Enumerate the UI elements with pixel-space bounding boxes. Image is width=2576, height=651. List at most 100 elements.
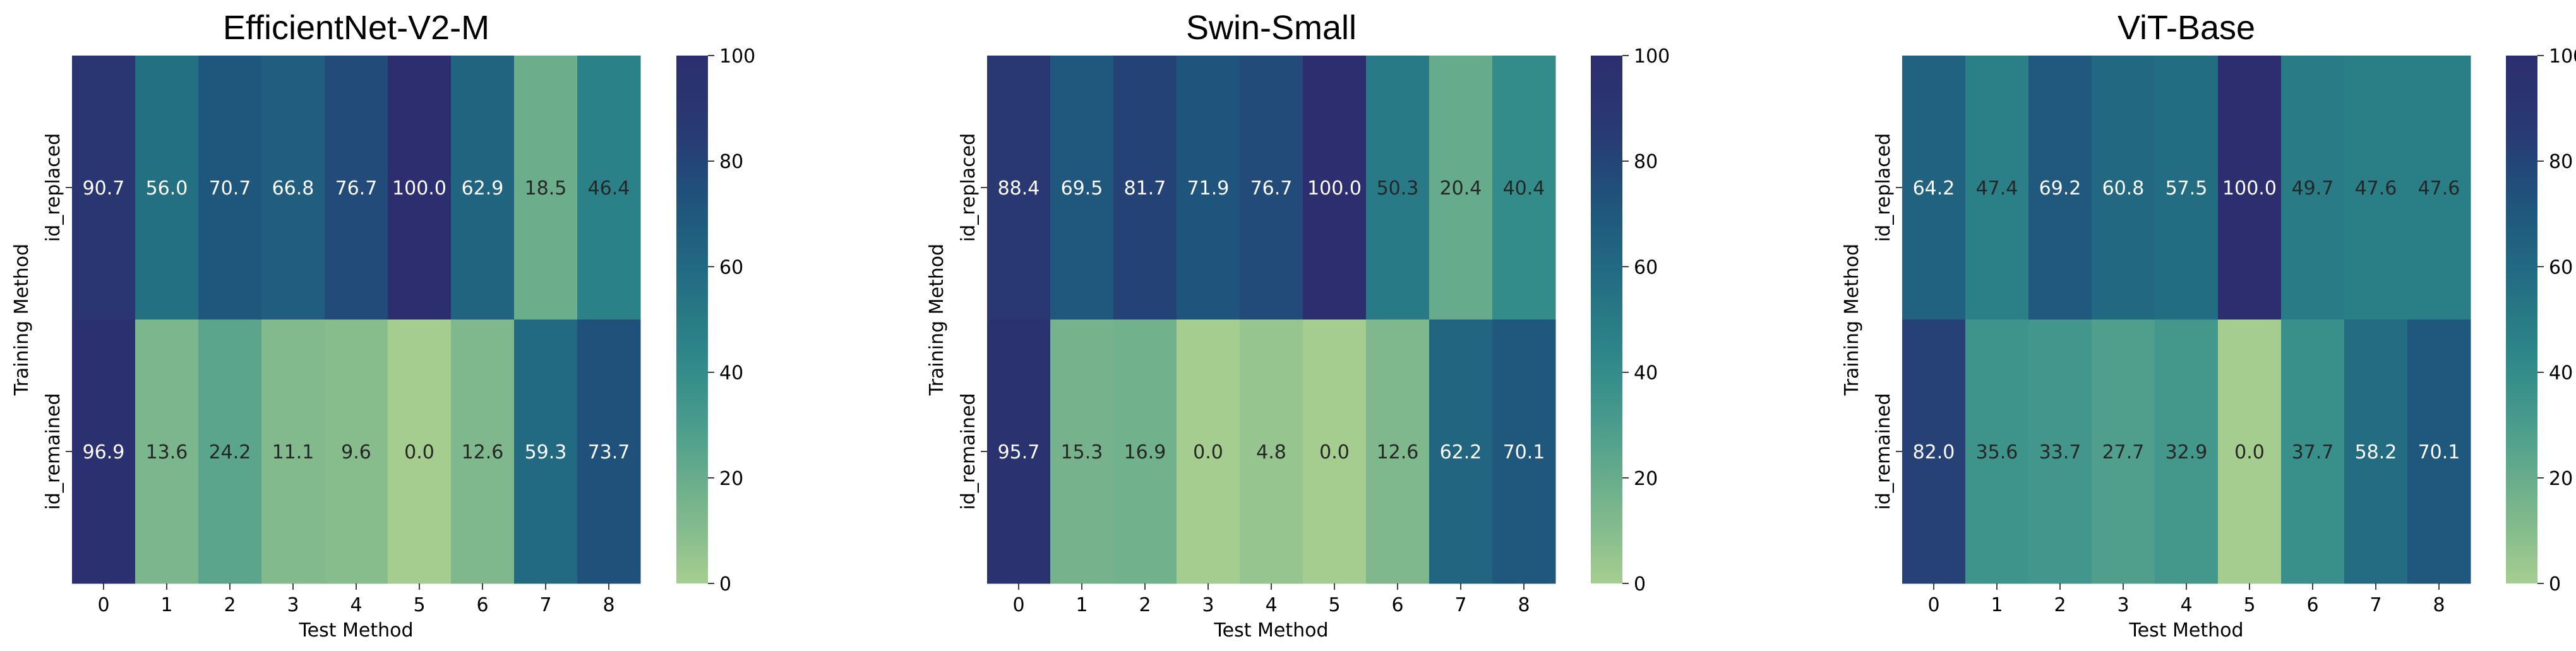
colorbar: 0 20 40 60 80 100: [1591, 45, 1670, 595]
cell-value-label: 70.1: [1503, 441, 1545, 463]
cell-value-label: 49.7: [2292, 177, 2334, 200]
cell-value-label: 64.2: [1913, 177, 1955, 200]
heatmap-cell: [135, 56, 199, 320]
heatmap-cell: [451, 56, 515, 320]
heatmap-cell: [261, 320, 325, 584]
cell-value-label: 20.4: [1440, 177, 1482, 200]
y-tick-labels: id_replaced id_remained: [957, 133, 987, 510]
cell-value-label: 58.2: [2355, 441, 2397, 463]
x-tick-label: 6: [476, 594, 488, 616]
cell-value-label: 35.6: [1976, 441, 2018, 463]
cell-value-label: 62.2: [1440, 441, 1482, 463]
heatmap-cell: [2344, 56, 2408, 320]
colorbar-gradient: [1591, 56, 1622, 583]
heatmap-cell: [2092, 320, 2155, 584]
heatmap-cell: [198, 320, 262, 584]
heatmap-cell: [72, 320, 136, 584]
x-tick-labels: 0 1 2 3 4 5 6 7 8: [1012, 583, 1530, 616]
x-tick-label: 7: [2369, 594, 2381, 616]
cell-value-label: 13.6: [146, 441, 188, 463]
cell-value-label: 59.3: [525, 441, 567, 463]
colorbar-tick-label: 40: [2549, 362, 2573, 385]
cell-value-label: 0.0: [2234, 441, 2265, 463]
colorbar-tick-label: 100: [719, 45, 755, 68]
colorbar-tick-label: 60: [2549, 256, 2573, 278]
cell-value-label: 40.4: [1503, 177, 1545, 200]
colorbar-tick-label: 40: [1634, 362, 1658, 385]
heatmap-cell: [325, 320, 388, 584]
x-tick-label: 3: [2117, 594, 2129, 616]
y-tick-label: id_replaced: [42, 133, 64, 242]
x-tick-label: 3: [287, 594, 299, 616]
cell-value-label: 9.6: [341, 441, 371, 463]
x-tick-label: 8: [2433, 594, 2445, 616]
heatmap-cells: 90.7 56.0 70.7 66.8 76.7 100.0 62.9 18.5 46.4 96.…: [72, 56, 641, 584]
heatmap-cell: [1366, 320, 1430, 584]
y-tick-labels: id_replaced id_remained: [1872, 133, 1902, 510]
heatmap-cell: [1429, 320, 1493, 584]
cell-value-label: 70.7: [209, 177, 251, 200]
heatmap-cell: [2407, 56, 2471, 320]
colorbar-tick-label: 80: [2549, 151, 2573, 173]
x-tick-label: 8: [602, 594, 614, 616]
cell-value-label: 47.6: [2355, 177, 2397, 200]
x-tick-label: 1: [1991, 594, 2003, 616]
colorbar-tick-label: 0: [1634, 573, 1646, 595]
heatmap-cell: [72, 56, 136, 320]
heatmap-cell: [1492, 56, 1556, 320]
heatmap-cells: 64.2 47.4 69.2 60.8 57.5 100.0 49.7 47.6 47.6 82.…: [1902, 56, 2471, 584]
colorbar-tick-label: 100: [2549, 45, 2576, 68]
cell-value-label: 100.0: [1307, 177, 1362, 200]
heatmap-cell: [1366, 56, 1430, 320]
heatmap-cell: [1303, 56, 1367, 320]
x-tick-label: 7: [539, 594, 551, 616]
heatmap-cell: [2155, 320, 2219, 584]
heatmap-cell: [514, 56, 578, 320]
cell-value-label: 47.4: [1976, 177, 2018, 200]
heatmap-cell: [388, 56, 452, 320]
cell-value-label: 66.8: [272, 177, 315, 200]
heatmap-cell: [325, 56, 388, 320]
heatmap-cell: [451, 320, 515, 584]
cell-value-label: 76.7: [1250, 177, 1293, 200]
x-tick-label: 0: [1012, 594, 1024, 616]
cell-value-label: 100.0: [2222, 177, 2277, 200]
cell-value-label: 82.0: [1913, 441, 1955, 463]
cell-value-label: 4.8: [1256, 441, 1286, 463]
x-axis-label: Test Method: [298, 619, 413, 642]
cell-value-label: 62.9: [462, 177, 504, 200]
heatmap-cell: [1240, 320, 1303, 584]
x-tick-label: 6: [1391, 594, 1403, 616]
cell-value-label: 15.3: [1061, 441, 1103, 463]
heatmap-cell: [577, 320, 641, 584]
heatmap-cell: [198, 56, 262, 320]
colorbar: 0 20 40 60 80 100: [676, 45, 755, 595]
x-tick-label: 7: [1454, 594, 1466, 616]
colorbar-tick-label: 100: [1634, 45, 1670, 68]
heatmap-cell: [1113, 320, 1177, 584]
y-axis-label: Training Method: [1841, 244, 1863, 396]
cell-value-label: 50.3: [1377, 177, 1419, 200]
cell-value-label: 95.7: [998, 441, 1040, 463]
x-tick-label: 5: [413, 594, 425, 616]
heatmap-cells: 88.4 69.5 81.7 71.9 76.7 100.0 50.3 20.4 40.4 95.…: [987, 56, 1556, 584]
heatmap-cell: [1303, 320, 1367, 584]
x-axis-label: Test Method: [2128, 619, 2243, 642]
cell-value-label: 60.8: [2102, 177, 2145, 200]
heatmap-cell: [1902, 56, 1966, 320]
x-tick-label: 0: [1927, 594, 1939, 616]
x-tick-label: 4: [1265, 594, 1277, 616]
cell-value-label: 96.9: [83, 441, 125, 463]
heatmap-cell: [2028, 56, 2092, 320]
cell-value-label: 37.7: [2292, 441, 2334, 463]
y-tick-label: id_replaced: [1872, 133, 1895, 242]
heatmap-cell: [1177, 320, 1240, 584]
heatmap-cell: [2028, 320, 2092, 584]
heatmap-cell: [1902, 320, 1966, 584]
cell-value-label: 57.5: [2166, 177, 2208, 200]
cell-value-label: 11.1: [272, 441, 315, 463]
cell-value-label: 70.1: [2418, 441, 2460, 463]
panel-title: Swin-Small: [1186, 9, 1357, 47]
heatmap-cell: [2281, 56, 2345, 320]
